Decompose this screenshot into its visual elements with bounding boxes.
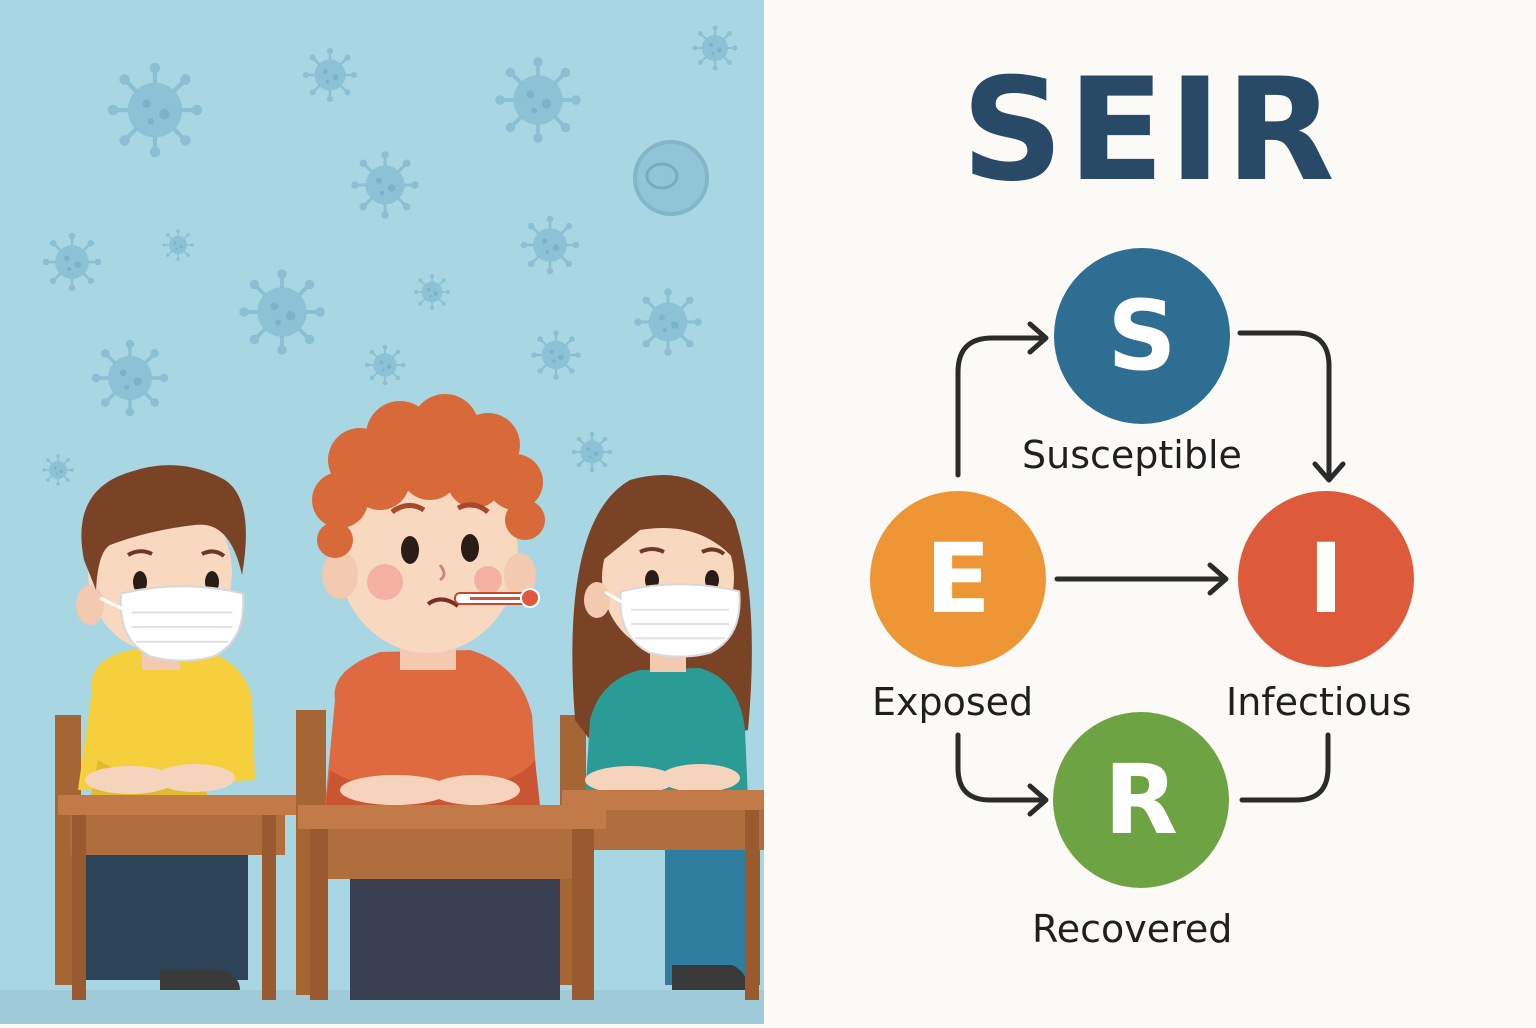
arrow-i-to-r [1239,732,1331,803]
desk [298,805,606,1000]
diagram-arrows [955,321,1346,817]
arrow-e-to-i-head [1207,562,1229,596]
node-recovered: R [1053,712,1229,888]
diagram-title: SEIR [961,48,1339,213]
desk [58,795,296,1000]
node-exposed: E [870,491,1046,667]
node-s-letter: S [1107,280,1177,392]
arrow-e-to-s [955,335,1047,478]
desk [562,790,764,1000]
node-i-letter: I [1308,523,1344,635]
arrow-e-to-s-head [1027,321,1049,355]
node-e-letter: E [925,523,991,635]
arrow-e-to-r-head [1027,783,1049,817]
child-right [560,475,760,990]
cell-icon [633,140,709,216]
child-middle [296,394,560,1000]
node-exposed-label: Exposed [872,680,1034,724]
classroom-scene [0,0,764,1024]
child-left [55,465,255,990]
face-mask-icon [604,583,741,658]
node-r-letter: R [1104,744,1178,856]
node-infectious: I [1238,491,1414,667]
arrow-s-to-i-head [1312,461,1346,483]
node-susceptible-label: Susceptible [1022,433,1242,477]
classroom-illustration [0,0,764,1024]
seir-diagram: SEIR S Susceptible E Exposed I [764,0,1536,1024]
thermometer-icon [454,588,540,608]
arrow-s-to-i [1237,330,1332,481]
arrow-e-to-r [955,732,1047,803]
node-susceptible: S [1054,248,1230,424]
face-mask-icon [99,585,245,662]
node-infectious-label: Infectious [1226,680,1412,724]
node-recovered-label: Recovered [1032,907,1233,951]
